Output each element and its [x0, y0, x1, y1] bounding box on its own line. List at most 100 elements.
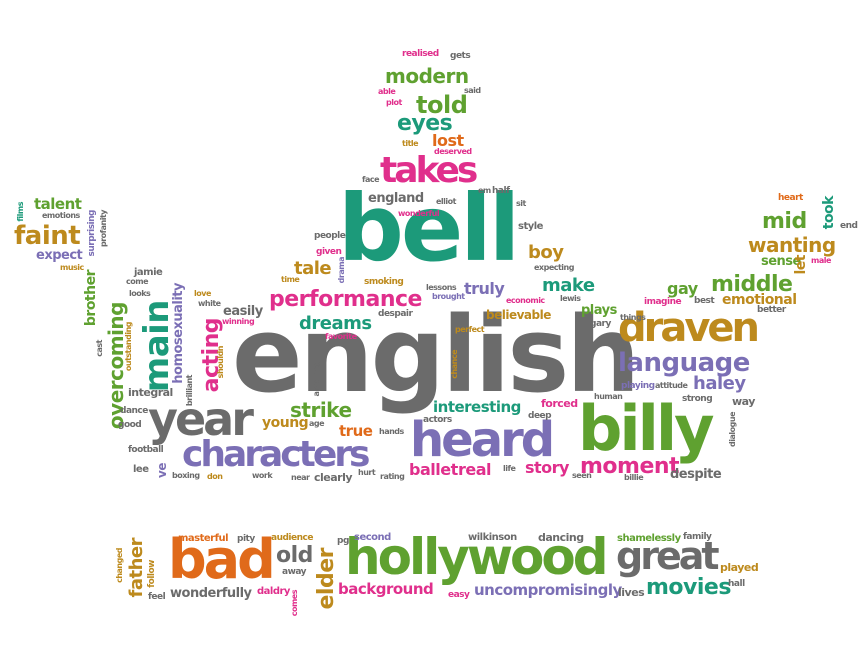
word-dance: dance — [120, 406, 148, 416]
word-strong: strong — [682, 394, 713, 404]
word-emotional: emotional — [722, 292, 797, 308]
word-interesting: interesting — [433, 398, 521, 416]
word-family: family — [683, 532, 712, 542]
word-played: played — [720, 561, 759, 574]
word-father: father — [126, 538, 147, 598]
word-real: real — [458, 460, 492, 479]
word-face: face — [362, 175, 380, 184]
word-hands: hands — [379, 427, 404, 436]
word-heart: heart — [778, 193, 803, 203]
word-come: come — [126, 277, 149, 286]
word-gay: gay — [667, 279, 698, 298]
word-economic: economic — [506, 296, 545, 305]
word-draven: draven — [618, 305, 760, 351]
word-title: title — [402, 139, 419, 148]
word-tale: tale — [294, 258, 332, 279]
word-strike: strike — [290, 398, 352, 422]
word-looks: looks — [129, 289, 151, 298]
word-wanting: wanting — [748, 233, 836, 257]
word-story: story — [525, 458, 569, 477]
word-movies: movies — [646, 575, 731, 600]
word-eyes: eyes — [397, 111, 453, 136]
word-music: music — [60, 263, 84, 272]
word-amazing: amazing — [312, 362, 321, 397]
word-english: english — [232, 294, 640, 416]
word-attitude: attitude — [655, 381, 688, 390]
word-faint: faint — [14, 221, 81, 251]
word-plot: plot — [386, 98, 402, 107]
word-hurt: hurt — [358, 468, 376, 477]
word-pg: pg — [337, 536, 349, 546]
word-characters: characters — [182, 434, 370, 475]
word-deep: deep — [528, 411, 552, 421]
word-took: took — [821, 196, 837, 230]
word-takes: takes — [380, 150, 478, 191]
word-gary: gary — [590, 319, 611, 329]
word-performance: performance — [269, 287, 422, 312]
word-england: england — [368, 191, 424, 206]
word-mid: mid — [762, 209, 807, 234]
word-moment: moment — [580, 454, 680, 479]
word-main: main — [137, 300, 177, 393]
word-half: half — [492, 186, 510, 196]
word-drama: drama — [337, 257, 346, 284]
word-told: told — [416, 91, 468, 119]
word-believable: believable — [486, 308, 551, 322]
word-rating: rating — [380, 472, 405, 481]
word-seen: seen — [572, 471, 592, 480]
word-realised: realised — [402, 49, 439, 59]
word-white: white — [198, 299, 221, 308]
word-shamelessly: shamelessly — [617, 533, 681, 544]
word-talent: talent — [34, 195, 82, 213]
word-second: second — [354, 532, 391, 543]
word-expecting: expecting — [534, 263, 574, 272]
word-imagine: imagine — [644, 297, 682, 307]
word-boy: boy — [528, 242, 564, 263]
word-old: old — [276, 543, 313, 568]
word-given: given — [316, 247, 342, 257]
word-sense: sense — [761, 254, 801, 269]
word-gets: gets — [450, 51, 471, 61]
word-human: human — [594, 392, 623, 401]
word-plays: plays — [581, 303, 617, 318]
word-let: let — [793, 255, 809, 275]
word-people: people — [314, 231, 346, 241]
word-heard: heard — [410, 412, 555, 468]
word-young: young — [262, 415, 309, 431]
word-modern: modern — [385, 64, 469, 88]
word-bad: bad — [168, 528, 276, 591]
word-billy: billy — [578, 392, 715, 465]
word-billie: billie — [624, 473, 644, 482]
word-integral: integral — [128, 386, 173, 399]
word-things: things — [620, 313, 646, 322]
word-lessons: lessons — [426, 283, 457, 292]
word-work: work — [252, 471, 273, 480]
word-haley: haley — [693, 373, 746, 394]
word-background: background — [338, 580, 434, 598]
word-love: love — [194, 289, 211, 298]
word-clearly: clearly — [314, 471, 353, 484]
word-end: end — [840, 221, 858, 231]
word-bell: bell — [338, 175, 520, 282]
word-shouldn: shouldn — [216, 346, 225, 379]
word-way: way — [732, 395, 755, 408]
word-dreams: dreams — [299, 313, 372, 334]
word-life: life — [503, 464, 516, 473]
word-wonderful: wonderful — [398, 209, 440, 218]
word-away: away — [282, 567, 307, 577]
word-daldry: daldry — [257, 586, 290, 597]
word-football: football — [128, 445, 164, 455]
word-chance: chance — [450, 350, 459, 379]
word-make: make — [542, 275, 595, 296]
word-lives: lives — [618, 586, 645, 599]
word-winning: winning — [222, 317, 255, 326]
word-easily: easily — [223, 304, 263, 319]
word-good: good — [118, 420, 142, 430]
word-said: said — [464, 86, 481, 95]
word-language: language — [618, 348, 750, 378]
word-perfect: perfect — [455, 325, 485, 334]
word-dialogue: dialogue — [728, 412, 737, 447]
word-profanity: profanity — [99, 210, 108, 248]
word-cast: cast — [95, 340, 104, 357]
word-forced: forced — [541, 397, 578, 410]
